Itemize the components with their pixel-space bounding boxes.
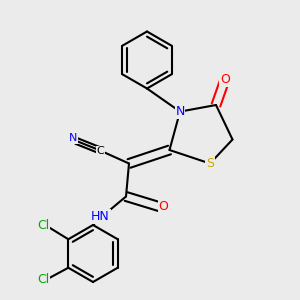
Text: C: C (97, 146, 104, 157)
Text: N: N (175, 105, 185, 118)
Text: Cl: Cl (37, 219, 50, 232)
Text: S: S (206, 157, 214, 170)
Text: N: N (69, 133, 78, 143)
Text: O: O (159, 200, 168, 214)
Text: HN: HN (91, 210, 110, 223)
Text: O: O (220, 73, 230, 86)
Text: Cl: Cl (37, 273, 50, 286)
